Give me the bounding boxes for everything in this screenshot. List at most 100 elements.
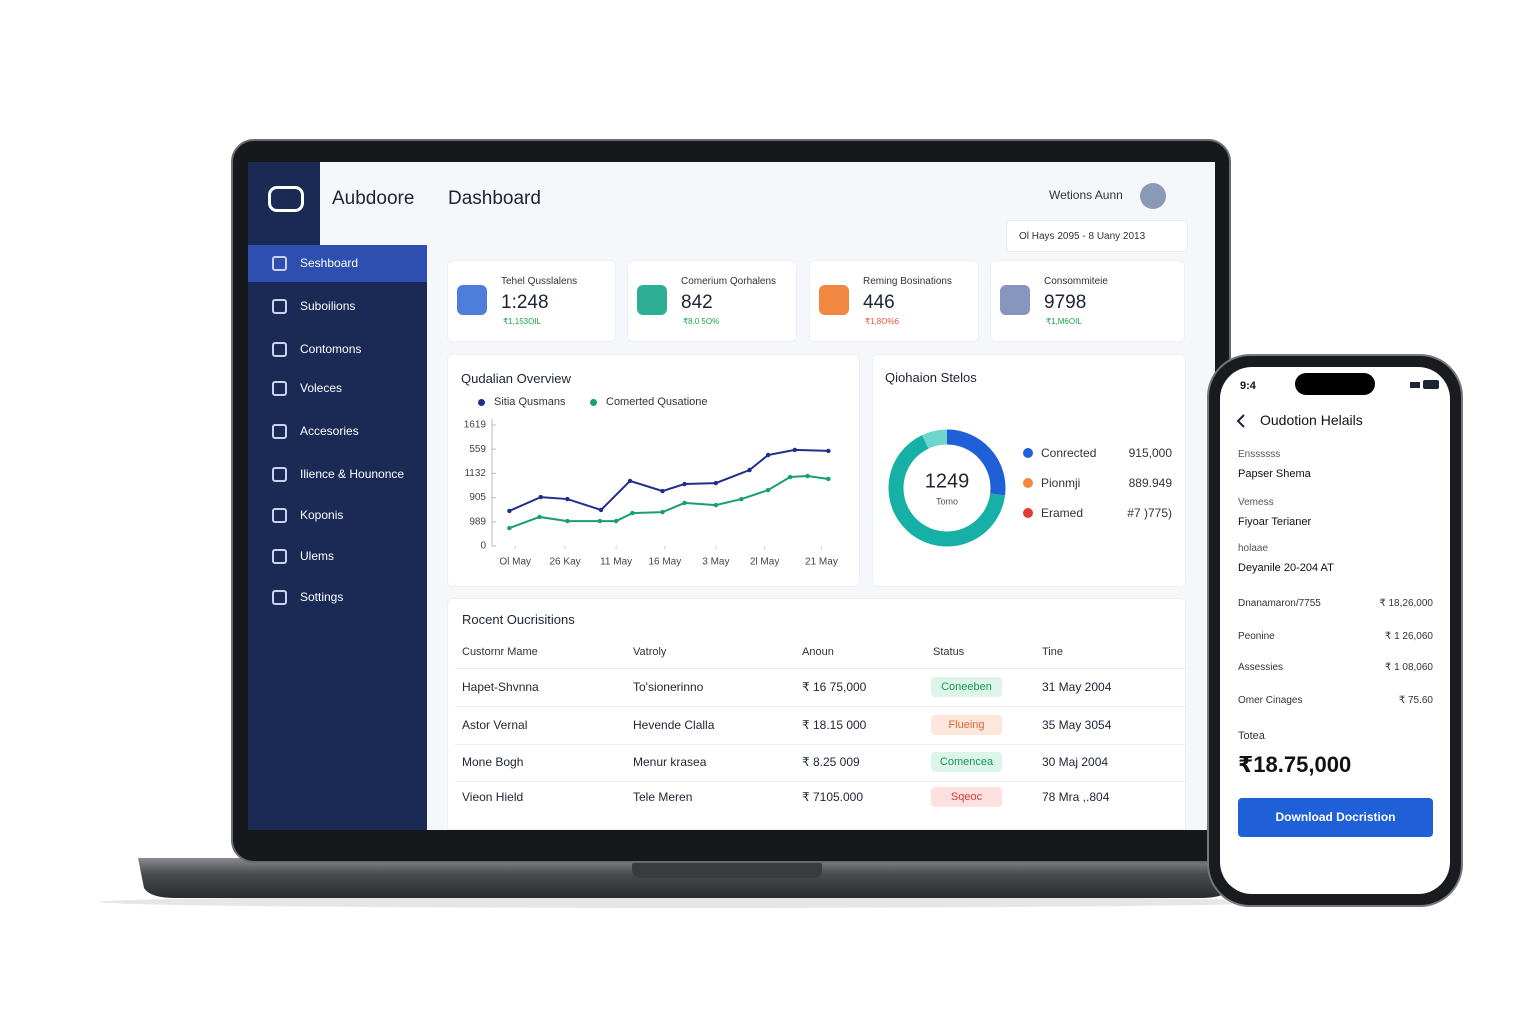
- nav-icon: [272, 549, 287, 564]
- x-tick-label: 16 May: [648, 557, 681, 568]
- status-pill: Comencea: [931, 752, 1002, 772]
- nav-item[interactable]: Sottings: [300, 590, 344, 604]
- table-cell: ₹ 16 75,000: [802, 680, 867, 694]
- kpi-change: ₹1,8O%6: [865, 317, 899, 326]
- total-label: Totea: [1238, 730, 1265, 742]
- table-card: [447, 598, 1186, 830]
- x-tick-label: Ol May: [499, 557, 531, 568]
- table-title: Rocent Oucrisitions: [462, 612, 575, 627]
- user-name: Wetions Aunn: [1049, 188, 1123, 202]
- line-point: [826, 476, 831, 482]
- legend-dot: [1023, 508, 1033, 518]
- nav-icon: [272, 467, 287, 482]
- line-point: [747, 467, 752, 473]
- y-tick-label: 0: [480, 541, 486, 552]
- line-value: ₹ 1 08,060: [1384, 662, 1433, 673]
- x-tick-label: 11 May: [600, 557, 632, 568]
- dynamic-island: [1295, 373, 1375, 395]
- line-point: [613, 518, 619, 524]
- line-value: ₹ 18,26,000: [1379, 598, 1433, 609]
- kpi-icon: [1000, 285, 1030, 315]
- table-header: Anoun: [802, 646, 834, 658]
- status-pill: Sqeoc: [931, 787, 1002, 807]
- phone-title: Oudotion Helails: [1260, 412, 1363, 428]
- kpi-value: 9798: [1044, 292, 1087, 313]
- line-point: [787, 474, 793, 480]
- status-pill: Coneeben: [931, 677, 1002, 697]
- overview-title: Qudalian Overview: [461, 371, 571, 386]
- legend-dot: [1023, 478, 1033, 488]
- line-point: [627, 478, 633, 484]
- kpi-value: 1:248: [501, 292, 549, 313]
- field-label: Enssssss: [1238, 449, 1281, 460]
- table-cell: Tele Meren: [633, 790, 693, 804]
- table-cell: Mone Bogh: [462, 755, 524, 769]
- logo-area: [248, 162, 320, 245]
- kpi-change: ₹8.0 5O%: [683, 317, 720, 326]
- nav-item[interactable]: Accesories: [300, 424, 359, 438]
- field-value: Fiyoar Terianer: [1238, 516, 1312, 528]
- line-value: ₹ 75.60: [1398, 695, 1433, 706]
- field-label: holaae: [1238, 543, 1269, 554]
- logo-icon: [268, 186, 304, 212]
- date-range[interactable]: Ol Hays 2095 - 8 Uany 2013: [1006, 220, 1188, 252]
- battery-icon: [1423, 380, 1439, 389]
- nav-icon: [272, 256, 287, 271]
- y-tick-label: 905: [469, 492, 486, 503]
- avatar[interactable]: [1140, 183, 1166, 209]
- nav-item[interactable]: Ilience & Hounonce: [300, 467, 405, 481]
- nav-active: [248, 245, 427, 282]
- brand: Aubdoore: [332, 188, 415, 209]
- table-cell: Menur krasea: [633, 755, 707, 769]
- line-point: [565, 518, 570, 524]
- table-rule: [455, 744, 1185, 745]
- nav-item[interactable]: Contomons: [300, 342, 362, 356]
- field-value: Papser Shema: [1238, 468, 1311, 480]
- line-label: Dnanamaron/7755: [1238, 598, 1321, 609]
- signal-icon: [1410, 382, 1420, 388]
- legend-label: Sitia Qusmans: [494, 396, 566, 408]
- kpi-label: Reming Bosinations: [863, 276, 952, 287]
- table-rule: [455, 668, 1185, 669]
- table-rule: [455, 781, 1185, 782]
- table-cell: 31 May 2004: [1042, 680, 1112, 694]
- legend-value: 915,000: [1128, 446, 1172, 460]
- line-point: [682, 500, 687, 506]
- kpi-label: Consommiteie: [1044, 276, 1108, 287]
- line-point: [507, 525, 512, 531]
- overview-card: [447, 354, 860, 587]
- table-cell: To'sionerinno: [633, 680, 704, 694]
- table-cell: ₹ 18.15 000: [802, 718, 867, 732]
- nav-item[interactable]: Seshboard: [300, 256, 359, 270]
- kpi-icon: [819, 285, 849, 315]
- line-label: Omer Cinages: [1238, 695, 1303, 706]
- kpi-label: Tehel Qusslalens: [501, 276, 578, 287]
- table-header: Custornr Mame: [462, 646, 538, 658]
- donut-total-label: Tomo: [936, 496, 958, 506]
- download-button[interactable]: Download Docristion: [1238, 798, 1433, 837]
- nav-item[interactable]: Suboilions: [300, 299, 356, 313]
- table-header: Status: [933, 646, 965, 658]
- x-tick-label: 21 May: [805, 557, 838, 568]
- legend-dot: [1023, 448, 1033, 458]
- table-cell: Vieon Hield: [462, 790, 524, 804]
- x-tick-label: 3 May: [702, 557, 729, 568]
- nav-item[interactable]: Ulems: [300, 549, 335, 563]
- line-point: [537, 514, 542, 520]
- x-tick-label: 26 Kay: [550, 557, 581, 568]
- nav-item[interactable]: Koponis: [300, 508, 344, 522]
- legend-dot: [478, 399, 485, 406]
- nav-item[interactable]: Voleces: [300, 381, 343, 395]
- x-tick-label: 2l May: [750, 557, 779, 568]
- line-point: [630, 510, 635, 516]
- line-series: [509, 475, 829, 530]
- line-point: [682, 481, 687, 487]
- line-point: [660, 488, 665, 494]
- legend-name: Conrected: [1041, 446, 1097, 460]
- kpi-value: 842: [681, 292, 713, 313]
- nav-icon: [272, 508, 287, 523]
